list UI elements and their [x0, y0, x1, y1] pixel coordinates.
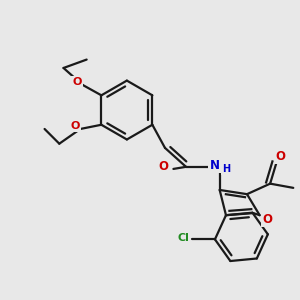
Text: O: O: [262, 213, 272, 226]
Text: O: O: [70, 121, 80, 131]
Text: N: N: [209, 159, 219, 172]
Text: O: O: [158, 160, 168, 173]
Text: O: O: [276, 150, 286, 163]
Text: H: H: [222, 164, 230, 174]
Text: O: O: [73, 76, 82, 87]
Text: Cl: Cl: [178, 233, 189, 243]
